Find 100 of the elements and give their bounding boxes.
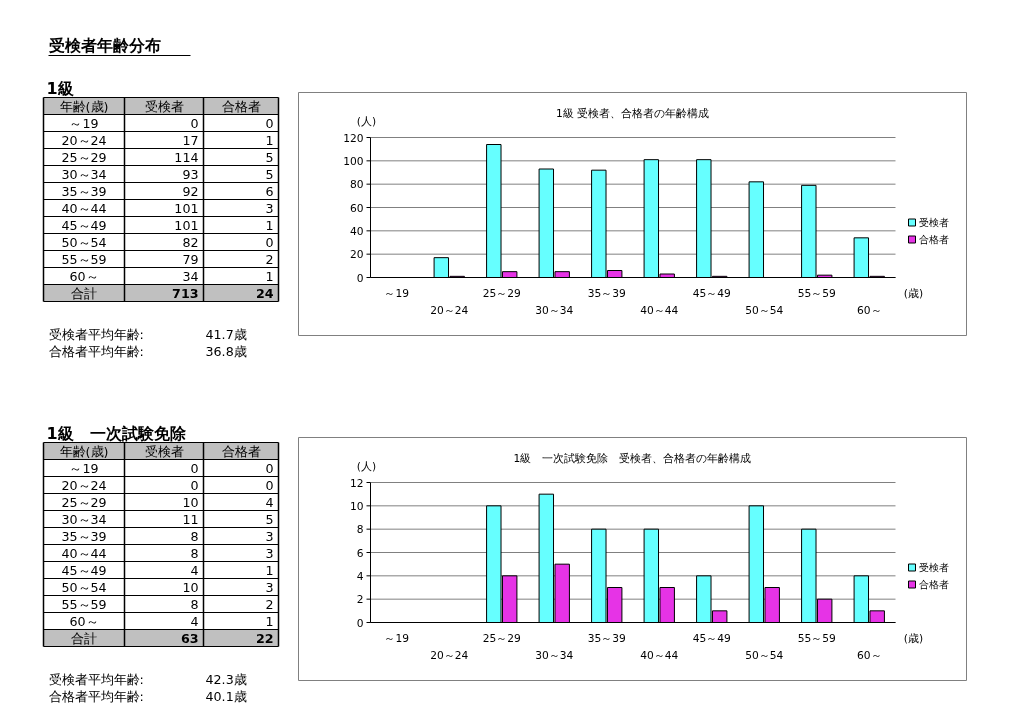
legend-label: 受検者 <box>918 562 949 573</box>
x-tick-label: 50～54 <box>745 304 784 317</box>
category-label: 50～54 <box>61 234 107 250</box>
y-tick-label: 12 <box>349 476 364 490</box>
data-label: 114 <box>174 149 199 165</box>
data-label: 5 <box>265 166 274 182</box>
x-tick-label: 20～24 <box>430 649 469 662</box>
data-label: 2 <box>265 596 274 612</box>
y-tick-label: 0 <box>356 271 364 285</box>
data-label: 93 <box>182 166 199 182</box>
category-label: 55～59 <box>61 596 107 612</box>
data-label: 0 <box>265 234 274 250</box>
x-tick-label: 25～29 <box>482 287 522 300</box>
category-label: 60～ <box>69 613 99 629</box>
category-label: 45～49 <box>61 217 107 233</box>
y-tick-label: 4 <box>356 569 364 583</box>
text: 年齢(歳) <box>59 443 109 459</box>
data-label: 8 <box>190 596 199 612</box>
x-tick-label: 50～54 <box>745 649 784 662</box>
x-tick-label: 55～59 <box>797 287 837 300</box>
y-axis-title: (人) <box>356 115 377 128</box>
x-tick-label: 55～59 <box>797 632 837 645</box>
text: 受検者平均年齢: <box>48 672 144 687</box>
y-tick-label: 60 <box>349 201 364 215</box>
data-label: 5 <box>265 511 274 527</box>
x-tick-label: 30～34 <box>535 304 574 317</box>
category-label: 25～29 <box>61 149 107 165</box>
text: 22 <box>255 630 274 646</box>
data-label: 8 <box>190 528 199 544</box>
category-label: 25～29 <box>61 494 107 510</box>
text: 受検者平均年齢: <box>48 327 144 342</box>
category-label: 20～24 <box>61 132 107 148</box>
x-tick-label: 45～49 <box>692 287 732 300</box>
data-label: 1 <box>265 268 274 284</box>
text: 24 <box>255 285 274 301</box>
data-label: 0 <box>190 477 199 493</box>
text: 年齢(歳) <box>59 98 109 114</box>
y-tick-label: 120 <box>343 131 364 145</box>
category-label: 60～ <box>69 268 99 284</box>
category-label: 40～44 <box>61 200 107 216</box>
x-tick-label: 30～34 <box>535 649 574 662</box>
data-label: 0 <box>190 460 199 476</box>
x-tick-label: 40～44 <box>640 649 679 662</box>
y-tick-label: 8 <box>356 523 364 537</box>
data-label: 3 <box>265 579 274 595</box>
data-label: 17 <box>182 132 199 148</box>
data-label: 101 <box>174 217 199 233</box>
legend-label: 合格者 <box>918 579 949 590</box>
data-label: 3 <box>265 200 274 216</box>
data-label: 82 <box>182 234 199 250</box>
data-label: 34 <box>182 268 199 284</box>
y-tick-label: 2 <box>356 593 364 607</box>
data-label: 1 <box>265 613 274 629</box>
y-tick-label: 10 <box>349 499 364 513</box>
category-label: ～19 <box>69 460 99 476</box>
data-label: 4 <box>190 613 199 629</box>
x-tick-label: 35～39 <box>587 287 627 300</box>
category-label: 55～59 <box>61 251 107 267</box>
data-label: 10 <box>182 494 199 510</box>
y-tick-label: 100 <box>343 154 364 168</box>
text: 36.8歳 <box>205 344 247 359</box>
data-label: 3 <box>265 528 274 544</box>
text: 63 <box>180 630 199 646</box>
category-label: 30～34 <box>61 166 107 182</box>
text: 1級 一次試験免除 <box>46 424 187 443</box>
data-label: 0 <box>265 115 274 131</box>
category-label: 35～39 <box>61 528 107 544</box>
legend-label: 合格者 <box>918 234 949 245</box>
data-label: 1 <box>265 217 274 233</box>
data-label: 1 <box>265 132 274 148</box>
data-label: 4 <box>265 494 274 510</box>
x-axis-title: (歳) <box>903 287 924 300</box>
x-tick-label: ～19 <box>384 287 410 300</box>
x-axis-title: (歳) <box>903 632 924 645</box>
text: 受検者年齢分布 <box>47 36 161 55</box>
text: 合格者 <box>221 443 261 459</box>
data-label: 4 <box>190 562 199 578</box>
data-label: 8 <box>190 545 199 561</box>
data-label: 1 <box>265 562 274 578</box>
text: 合格者平均年齢: <box>48 689 144 704</box>
text: 1級 <box>46 79 75 98</box>
x-tick-label: 60～ <box>856 649 882 662</box>
data-label: 3 <box>265 545 274 561</box>
data-label: 79 <box>182 251 199 267</box>
x-tick-label: 25～29 <box>482 632 522 645</box>
data-label: 0 <box>190 115 199 131</box>
data-label: 5 <box>265 149 274 165</box>
category-label: 50～54 <box>61 579 107 595</box>
x-tick-label: 40～44 <box>640 304 679 317</box>
x-tick-label: ～19 <box>384 632 410 645</box>
y-tick-label: 0 <box>356 616 364 630</box>
y-tick-label: 6 <box>356 546 364 560</box>
text: 合計 <box>71 285 97 301</box>
data-label: 11 <box>182 511 199 527</box>
data-label: 0 <box>265 477 274 493</box>
text: 40.1歳 <box>205 689 247 704</box>
y-axis-title: (人) <box>356 460 377 473</box>
category-label: 30～34 <box>61 511 107 527</box>
category-label: 40～44 <box>61 545 107 561</box>
text: 41.7歳 <box>205 327 247 342</box>
